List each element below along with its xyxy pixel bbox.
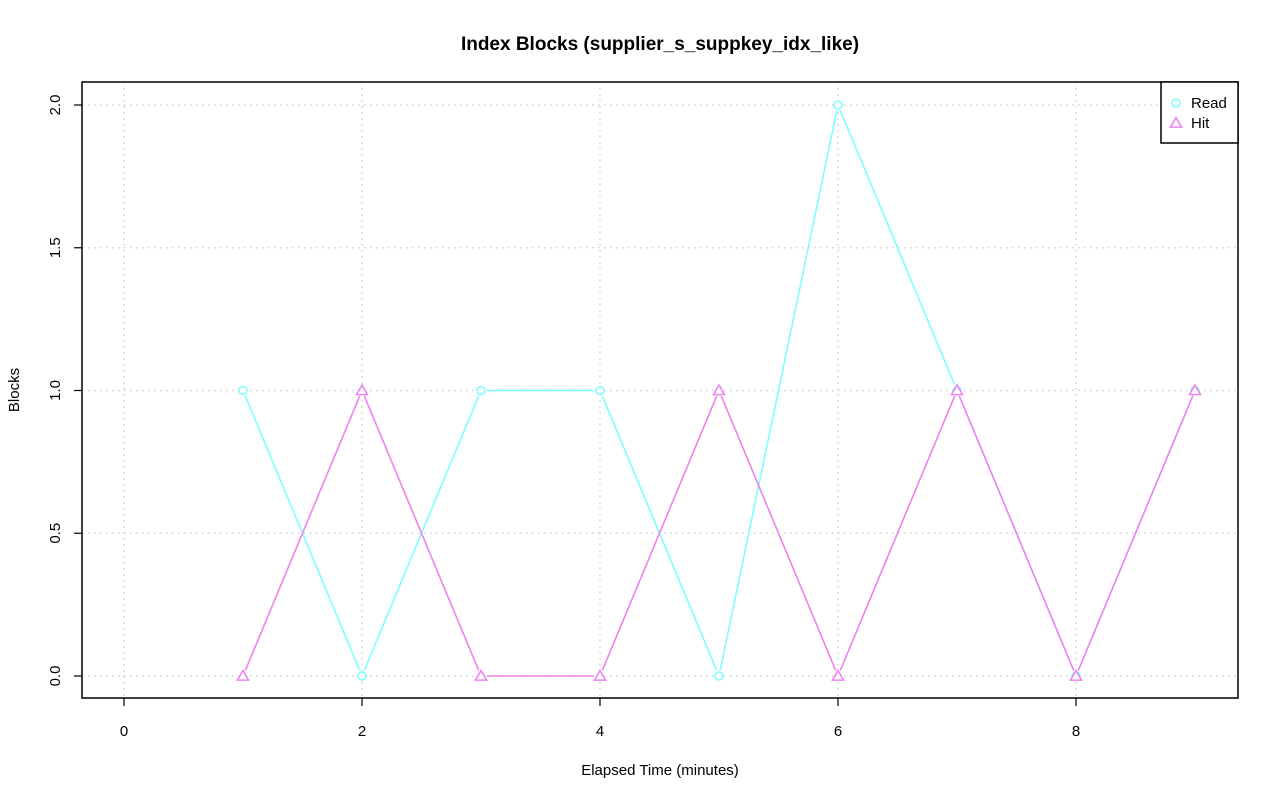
data-point — [712, 383, 726, 396]
plot-border — [81, 81, 1239, 699]
data-point — [831, 668, 845, 681]
series-layer — [236, 100, 1202, 681]
x-tick-label: 4 — [596, 723, 604, 740]
data-point — [1171, 98, 1181, 108]
y-tick-label: 0.0 — [47, 666, 64, 687]
series-line-segment — [719, 110, 838, 671]
series-line-segment — [601, 395, 718, 671]
y-tick-label: 0.5 — [47, 523, 64, 544]
series-line-segment — [720, 395, 837, 671]
series-line-segment — [1077, 395, 1194, 671]
legend-label: Read — [1191, 95, 1227, 112]
data-point — [357, 671, 367, 681]
legend-item-read: Read — [1171, 95, 1227, 112]
data-point — [476, 385, 486, 396]
y-tick-label: 1.0 — [47, 380, 64, 401]
data-point — [238, 385, 248, 396]
data-point — [714, 671, 724, 681]
x-axis-label: Elapsed Time (minutes) — [581, 762, 739, 779]
data-point — [236, 668, 250, 681]
series-line-segment — [958, 395, 1075, 671]
series-line-segment — [244, 395, 361, 671]
y-axis-label: Blocks — [6, 368, 23, 412]
x-tick-label: 2 — [358, 723, 366, 740]
data-point — [950, 383, 964, 396]
x-tick-label: 0 — [120, 723, 128, 740]
x-tick-label: 6 — [834, 723, 842, 740]
legend: Read Hit — [1160, 81, 1239, 144]
series-hit — [236, 383, 1202, 681]
x-axis: 0 2 4 6 8 — [120, 698, 1080, 740]
data-point — [355, 383, 369, 396]
series-line-segment — [363, 395, 480, 671]
x-tick-label: 8 — [1072, 723, 1080, 740]
grid — [82, 82, 1238, 698]
data-point — [1188, 383, 1202, 396]
legend-box — [1160, 81, 1239, 144]
legend-label: Hit — [1191, 115, 1210, 132]
y-tick-label: 1.5 — [47, 237, 64, 258]
data-point — [833, 100, 843, 110]
data-point — [595, 385, 605, 396]
data-point — [1169, 115, 1183, 128]
series-line-segment — [839, 395, 956, 671]
y-axis: 0.0 0.5 1.0 1.5 2.0 — [47, 95, 82, 687]
data-point — [474, 668, 488, 681]
data-point — [593, 668, 607, 681]
chart-title: Index Blocks (supplier_s_suppkey_idx_lik… — [461, 34, 859, 55]
y-tick-label: 2.0 — [47, 95, 64, 116]
legend-item-hit: Hit — [1169, 115, 1210, 132]
data-point — [1069, 668, 1083, 681]
series-line-segment — [839, 110, 956, 386]
